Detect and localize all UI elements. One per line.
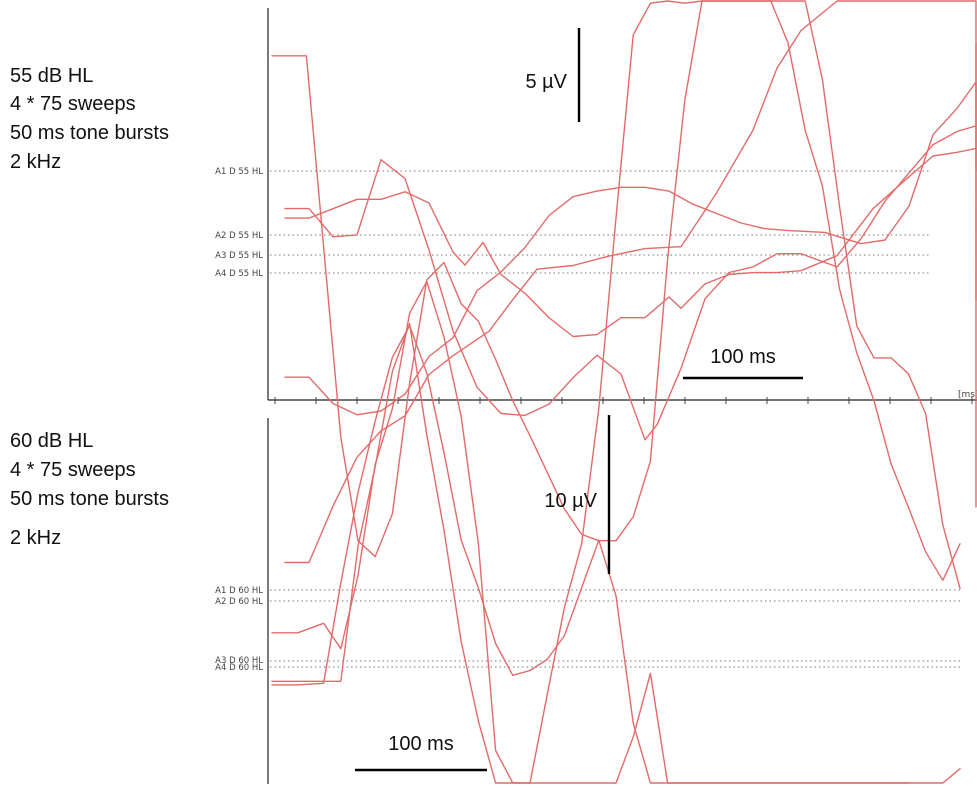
panel-55db: 55 dB HL 4 * 75 sweeps 50 ms tone bursts… (10, 0, 977, 564)
channel-baselines (270, 170, 930, 274)
channel-label-a2-d-55-hl: A2 D 55 HL (215, 231, 263, 241)
condition-line-frequency: 2 kHz (10, 151, 61, 173)
panel-60db: 60 dB HL 4 * 75 sweeps 50 ms tone bursts… (10, 0, 961, 784)
condition-line-frequency: 2 kHz (10, 527, 61, 549)
trace-a1-d-60-hl (271, 0, 961, 590)
channel-label-a4-d-60-hl: A4 D 60 HL (215, 663, 263, 673)
trace-a4-d-60-hl (271, 322, 961, 784)
amplitude-scale-label: 10 µV (544, 490, 597, 512)
time-scale-label: 100 ms (388, 733, 454, 755)
channel-label-a3-d-55-hl: A3 D 55 HL (215, 251, 263, 261)
condition-line-level: 55 dB HL (10, 65, 93, 87)
channel-label-a1-d-55-hl: A1 D 55 HL (215, 167, 263, 177)
traces (284, 0, 977, 564)
channel-label-a4-d-55-hl: A4 D 55 HL (215, 269, 263, 279)
condition-line-stimulus: 50 ms tone bursts (10, 488, 169, 510)
trace-a2-d-60-hl (271, 0, 961, 784)
condition-line-level: 60 dB HL (10, 430, 93, 452)
x-axis-unit-label: [ms] (958, 390, 977, 400)
condition-text: 60 dB HL 4 * 75 sweeps 50 ms tone bursts… (10, 430, 169, 549)
time-scale-label: 100 ms (710, 346, 776, 368)
x-axis-ticks (274, 397, 973, 404)
amplitude-scale-bar: 5 µV (525, 28, 581, 122)
channel-label-a1-d-60-hl: A1 D 60 HL (215, 586, 263, 596)
channel-labels: A1 D 55 HL A2 D 55 HL A3 D 55 HL A4 D 55 HL (215, 167, 263, 279)
traces (271, 0, 961, 784)
condition-line-sweeps: 4 * 75 sweeps (10, 93, 136, 115)
time-scale-bar: 100 ms (683, 346, 803, 380)
time-scale-bar: 100 ms (355, 733, 487, 772)
trace-a3-d-55-hl (284, 41, 977, 508)
channel-label-a3-d-60-hl: A3 D 60 HL (215, 656, 263, 666)
amplitude-scale-bar: 10 µV (544, 415, 611, 574)
amplitude-scale-label: 5 µV (525, 71, 567, 93)
condition-text: 55 dB HL 4 * 75 sweeps 50 ms tone bursts… (10, 65, 169, 173)
condition-line-stimulus: 50 ms tone bursts (10, 122, 169, 144)
channel-label-a2-d-60-hl: A2 D 60 HL (215, 597, 263, 607)
condition-line-sweeps: 4 * 75 sweeps (10, 459, 136, 481)
trace-a4-d-55-hl (284, 0, 977, 564)
